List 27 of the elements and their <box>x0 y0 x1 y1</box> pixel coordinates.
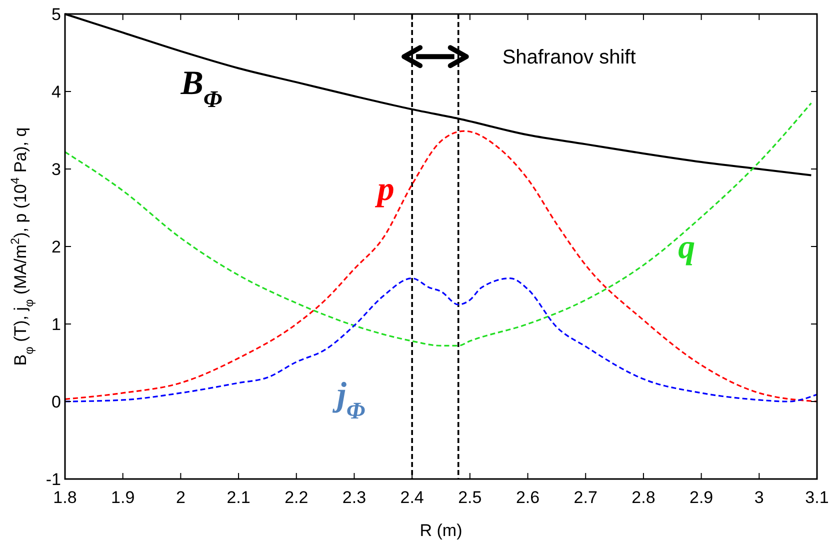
y-tick-label: 3 <box>52 160 61 179</box>
x-tick-label: 2.1 <box>226 488 250 507</box>
x-axis-title: R (m) <box>420 521 462 540</box>
y-tick-label: -1 <box>46 470 61 489</box>
x-tick-label: 2.9 <box>689 488 714 507</box>
series-label: q <box>678 229 696 266</box>
x-tick-label: 2.4 <box>400 488 424 507</box>
annotation: Shafranov shift <box>502 46 636 69</box>
x-tick-label: 2.6 <box>516 488 540 507</box>
series-label: j$_{Φ}$ <box>332 376 366 424</box>
x-tick-label: 2 <box>176 488 186 507</box>
x-tick-label: 2.3 <box>342 488 366 507</box>
y-tick-label: 5 <box>52 5 61 24</box>
x-tick-label: 2.8 <box>632 488 656 507</box>
x-tick-label: 1.9 <box>111 488 135 507</box>
x-tick-label: 2.5 <box>458 488 482 507</box>
y-tick-label: 4 <box>52 82 61 102</box>
x-tick-label: 3.1 <box>805 488 829 507</box>
y-tick-label: 0 <box>52 392 61 412</box>
x-tick-label: 2.7 <box>574 488 598 507</box>
series-label: p <box>374 171 394 208</box>
x-tick-label: 1.8 <box>53 488 77 507</box>
x-tick-label: 3 <box>754 488 764 507</box>
series-label: B$_{Φ}$ <box>180 64 222 113</box>
y-tick-label: 1 <box>52 315 61 334</box>
x-tick-label: 2.2 <box>284 488 308 507</box>
y-tick-label: 2 <box>52 238 61 256</box>
